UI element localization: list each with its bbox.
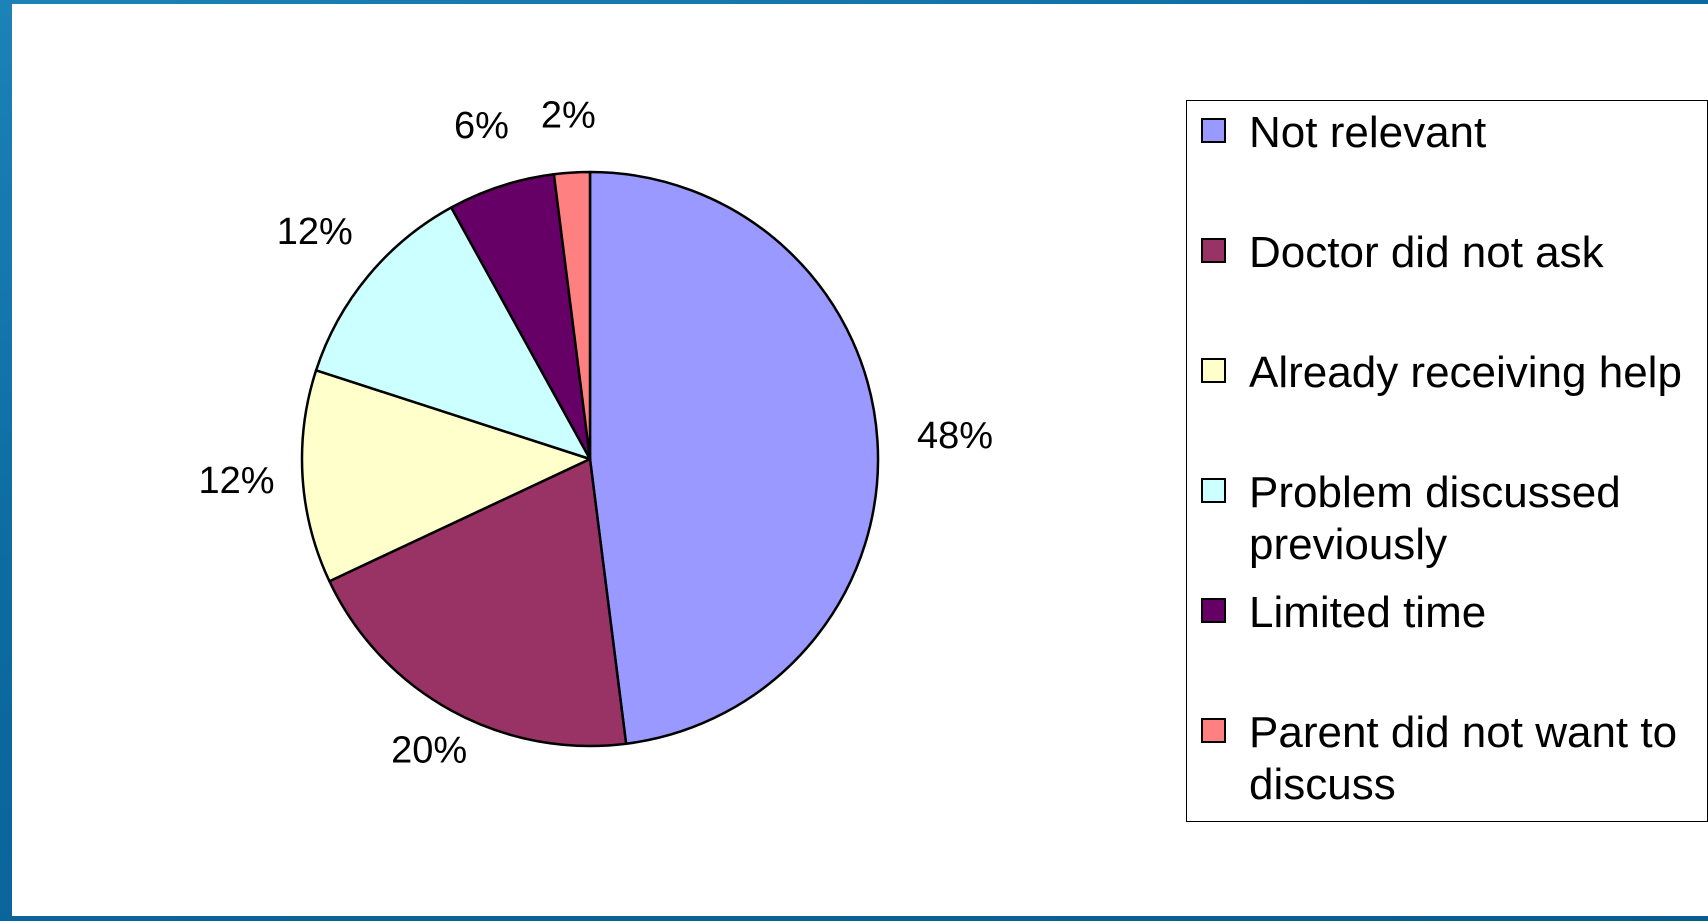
data-label-already-receiving-help: 12% [198,460,274,502]
data-label-doctor-did-not-ask: 20% [391,730,467,772]
legend-label: Not relevant [1249,108,1487,157]
pie-slice-parent-did-not-want-to-discuss [552,170,592,461]
legend-label: Already receiving help [1249,348,1682,397]
pie-slice-not-relevant [588,170,880,745]
data-label-not-relevant: 48% [917,415,993,457]
chart-panel: 48% 20% 12% 12% 6% 2% Not relevant Doctor did… [12,4,1708,916]
data-label-parent-did-not-want-to-discuss: 2% [541,94,596,136]
legend-label: Doctor did not ask [1249,228,1604,277]
pie-slice-doctor-did-not-ask [328,457,628,748]
data-label-problem-discussed-previously: 12% [277,211,353,253]
pie-data-labels: 48% 20% 12% 12% 6% 2% [198,94,993,771]
legend-swatch [1201,478,1226,503]
pie-slice-problem-discussed-previously [314,206,592,461]
pie-slices [300,170,880,748]
legend-swatch [1201,598,1226,623]
data-label-limited-time: 6% [454,105,509,147]
legend-label: Problem discussed previously [1249,468,1621,569]
legend-label: Limited time [1249,588,1487,637]
legend-swatch [1201,118,1226,143]
legend-label: Parent did not want to discuss [1249,708,1678,809]
chart-legend: Not relevant Doctor did not ask Already … [1186,100,1708,822]
legend-swatch [1201,238,1226,263]
pie-chart: 48% 20% 12% 12% 6% 2% [198,94,993,771]
legend-swatch [1201,718,1226,743]
legend-swatch [1201,358,1226,383]
pie-slice-already-receiving-help [300,369,592,583]
